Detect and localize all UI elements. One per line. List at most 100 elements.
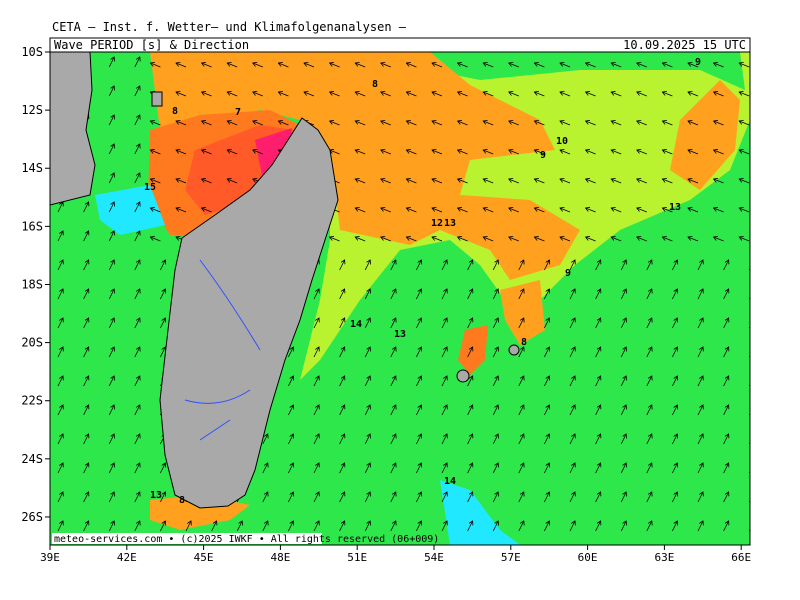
arrow <box>83 463 89 474</box>
lon-label: 39E <box>40 551 60 564</box>
arrow <box>313 492 319 503</box>
arrow <box>611 179 622 184</box>
arrow <box>441 463 447 474</box>
arrow <box>406 63 417 68</box>
arrow <box>662 121 673 126</box>
arrow <box>620 463 626 474</box>
arrow <box>83 260 89 271</box>
arrow <box>416 376 421 387</box>
arrow <box>595 434 601 445</box>
arrow <box>355 208 366 213</box>
arrow <box>253 92 263 97</box>
arrow <box>569 521 575 532</box>
arrow <box>355 63 366 68</box>
lat-label: 10S <box>21 45 43 59</box>
arrow <box>458 150 468 155</box>
arrow <box>518 405 524 416</box>
arrow <box>672 434 677 445</box>
arrow <box>355 150 366 155</box>
arrow <box>595 347 601 358</box>
arrow <box>560 237 571 242</box>
arrow <box>697 347 703 358</box>
contour-label: 13 <box>394 329 406 340</box>
arrow <box>160 463 165 474</box>
arrow <box>544 492 549 503</box>
arrow <box>134 492 140 503</box>
arrow <box>313 521 319 532</box>
arrow <box>288 463 293 474</box>
arrow <box>458 92 468 97</box>
arrow <box>483 237 494 242</box>
contour-label: 8 <box>172 106 178 117</box>
arrow <box>697 289 703 300</box>
arrow <box>569 347 575 358</box>
arrow <box>288 434 293 445</box>
arrow <box>160 492 165 503</box>
arrow <box>416 405 421 416</box>
contour-label: 7 <box>235 107 241 118</box>
arrow <box>57 231 63 242</box>
arrow <box>688 92 699 97</box>
arrow <box>313 463 319 474</box>
arrow <box>672 463 677 474</box>
arrow <box>364 521 370 532</box>
arrow <box>432 150 443 155</box>
arrow <box>202 63 212 68</box>
arrow <box>134 376 140 387</box>
footer: meteo-services.com • (c)2025 IWKF • All … <box>54 534 439 545</box>
arrow <box>509 63 519 68</box>
arrow <box>288 347 293 358</box>
arrow <box>304 92 315 97</box>
arrow <box>108 376 114 387</box>
arrow <box>288 492 293 503</box>
arrow <box>364 289 370 300</box>
arrow <box>569 434 575 445</box>
arrow <box>134 521 140 532</box>
arrow <box>202 92 212 97</box>
arrow <box>134 144 140 155</box>
arrow <box>646 376 652 387</box>
arrow <box>381 92 391 97</box>
arrow <box>390 434 396 445</box>
arrow <box>57 318 63 329</box>
arrow <box>364 347 370 358</box>
arrow <box>739 208 750 213</box>
arrow <box>518 318 524 329</box>
arrow <box>688 237 699 242</box>
arrow <box>83 289 89 300</box>
arrow <box>202 208 212 213</box>
arrow <box>176 208 187 213</box>
arrow <box>202 150 212 155</box>
arrow <box>211 521 217 532</box>
arrow <box>467 492 473 503</box>
arrow <box>723 463 729 474</box>
arrow <box>586 92 596 97</box>
contour-label: 10 <box>556 136 568 147</box>
arrow <box>637 179 647 184</box>
arrow <box>714 63 724 68</box>
mauritius <box>508 344 520 356</box>
arrow <box>492 347 498 358</box>
arrow <box>381 63 391 68</box>
arrow <box>662 150 673 155</box>
contour-label: 15 <box>144 182 156 193</box>
arrow <box>509 208 519 213</box>
arrow <box>662 63 673 68</box>
zone-cyan-south <box>440 480 520 545</box>
contour-label: 8 <box>179 495 185 506</box>
lat-label: 24S <box>21 452 43 466</box>
arrow <box>560 121 571 126</box>
arrow <box>364 260 370 271</box>
arrow <box>646 521 652 532</box>
arrow <box>723 405 729 416</box>
arrow <box>57 289 63 300</box>
arrow <box>364 405 370 416</box>
arrow <box>723 521 729 532</box>
arrow <box>406 121 417 126</box>
arrow <box>262 463 268 474</box>
arrow <box>672 347 677 358</box>
arrow <box>416 289 421 300</box>
arrow <box>544 434 549 445</box>
arrow <box>253 150 263 155</box>
arrow <box>57 260 63 271</box>
